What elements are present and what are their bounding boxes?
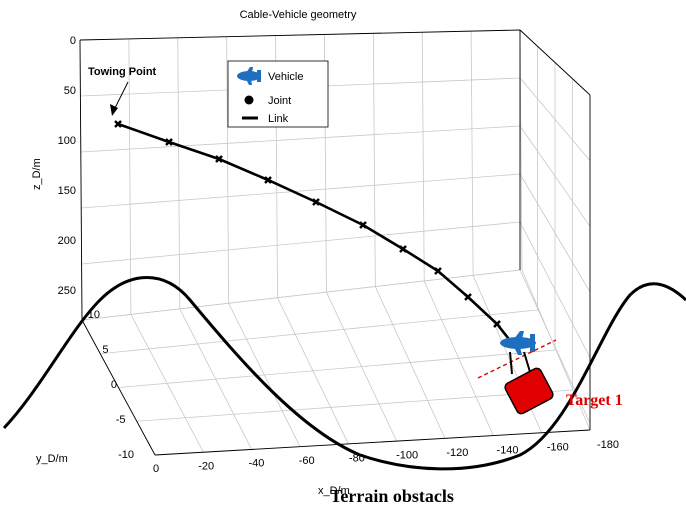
z-tick-label: 50 xyxy=(64,85,76,97)
x-tick-label: -180 xyxy=(597,439,619,451)
grid-line xyxy=(80,125,521,153)
joint-marker xyxy=(434,267,442,275)
grid-line xyxy=(374,286,446,439)
y-tick-label: 5 xyxy=(102,344,108,356)
y-tick-label: -10 xyxy=(118,449,134,461)
grid-line xyxy=(81,173,521,209)
legend: Vehicle Joint Link xyxy=(227,60,329,128)
target-label: Target 1 xyxy=(566,392,623,409)
z-label-text: z_D/m xyxy=(31,158,43,190)
x-tick-label: -60 xyxy=(299,455,315,467)
x-axis-ticks: 0 -20 -40 -60 -80 -100 -120 -140 -160 -180 xyxy=(153,439,619,475)
x-tick-label: -40 xyxy=(248,458,264,470)
z-tick-label: 0 xyxy=(70,35,76,47)
joint-legend-icon xyxy=(244,95,254,105)
z-axis-ticks: 0 50 100 150 200 250 xyxy=(58,35,76,297)
z-tick-label: 100 xyxy=(58,135,76,147)
x-tick-label: -20 xyxy=(198,460,214,472)
joint-marker xyxy=(264,176,272,184)
x-tick-label: -140 xyxy=(497,444,519,456)
axes-box xyxy=(79,29,591,456)
grid-line xyxy=(226,36,230,304)
vehicle-icon xyxy=(500,331,536,355)
grid-line xyxy=(81,221,521,265)
grid-line xyxy=(372,33,376,287)
y-tick-label: 0 xyxy=(111,379,117,391)
vehicle-legend-icon xyxy=(237,67,261,85)
z-tick-label: 150 xyxy=(58,185,76,197)
joint-marker xyxy=(114,120,122,128)
towing-point-label: Towing Point xyxy=(88,66,157,78)
y-label-text: y_D/m xyxy=(36,453,68,465)
z-tick-label: 200 xyxy=(58,235,76,247)
grid-line xyxy=(228,303,301,447)
joint-marker xyxy=(493,320,501,328)
z-axis-label: z_D/m xyxy=(31,158,43,190)
chart-title: Cable-Vehicle geometry xyxy=(240,9,357,21)
joint-marker xyxy=(359,221,367,229)
grid-line xyxy=(130,314,204,453)
grid-line xyxy=(136,389,573,422)
y-tick-label: -5 xyxy=(116,414,126,426)
legend-vehicle: Vehicle xyxy=(268,71,303,83)
cable-link-line xyxy=(117,122,514,344)
towing-point-arrow xyxy=(113,81,129,111)
grid-line xyxy=(470,31,474,276)
x-tick-label: 0 xyxy=(153,463,159,475)
x-tick-label: -100 xyxy=(396,450,418,462)
target-box xyxy=(504,367,554,415)
target-connector xyxy=(509,351,513,375)
grid-line xyxy=(179,308,253,450)
x-tick-label: -160 xyxy=(547,442,569,454)
grid-line xyxy=(326,292,398,442)
legend-joint: Joint xyxy=(268,95,291,107)
terrain-label: Terrain obstacls xyxy=(330,486,454,506)
x-tick-label: -120 xyxy=(446,447,468,459)
grid-line xyxy=(277,297,349,445)
arrowhead-icon xyxy=(110,104,118,116)
x-label-text: x_D/m xyxy=(318,485,350,497)
joint-marker xyxy=(215,155,223,163)
joint-marker xyxy=(312,198,320,206)
cable-joints xyxy=(114,120,501,328)
grid-line xyxy=(177,37,181,309)
grid-line xyxy=(521,269,591,431)
joint-marker xyxy=(165,138,173,146)
grid-line xyxy=(118,349,556,388)
legend-link: Link xyxy=(268,113,289,125)
grid-line xyxy=(100,309,538,355)
z-tick-label: 250 xyxy=(58,285,76,297)
target-connector xyxy=(523,351,531,373)
grid-line xyxy=(421,32,425,282)
joint-marker xyxy=(464,293,472,301)
terrain-curve xyxy=(2,276,686,471)
joint-marker xyxy=(399,245,407,253)
vehicle-heading-line xyxy=(477,339,557,379)
grid-line xyxy=(423,280,494,436)
grid-line xyxy=(128,38,132,315)
